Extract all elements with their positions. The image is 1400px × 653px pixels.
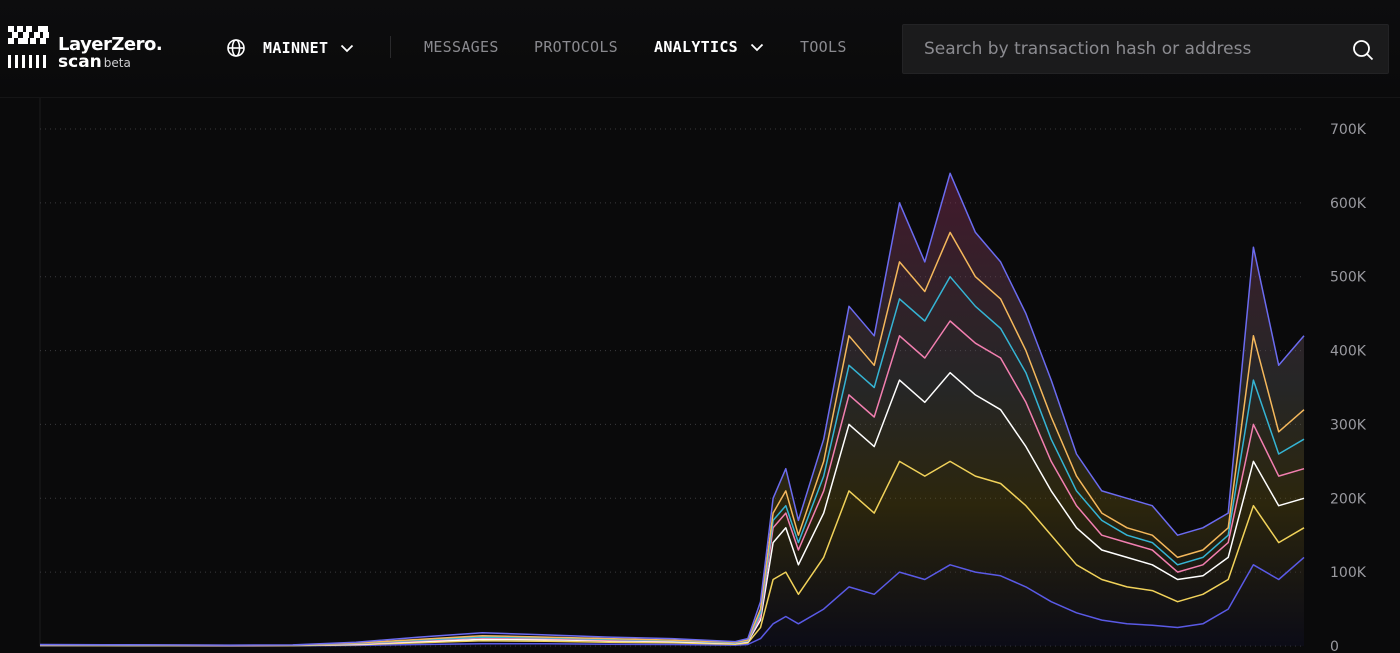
series-line-5 (40, 371, 1305, 647)
nav-analytics[interactable]: ANALYTICS (654, 38, 764, 56)
y-tick-label: 0 (1330, 639, 1339, 653)
nav-analytics-label: ANALYTICS (654, 38, 738, 56)
messages-line-chart: 0 100K 200K 300K 400K 500K 600K 700K (39, 98, 1367, 653)
y-tick-label: 200K (1330, 491, 1367, 507)
y-tick-label: 100K (1330, 565, 1367, 581)
y-tick-label: 500K (1330, 270, 1367, 286)
series-line-1 (39, 172, 1305, 646)
search-icon[interactable] (1352, 39, 1374, 61)
logo-sub-text: scan beta (58, 52, 131, 72)
logo-mark-icon (8, 26, 49, 68)
nav-protocols[interactable]: PROTOCOLS (534, 38, 618, 56)
series-area-fill (40, 173, 1304, 647)
logo-sub-label: scan (58, 52, 102, 72)
y-tick-label: 300K (1330, 417, 1367, 433)
search-input[interactable] (903, 25, 1333, 73)
nav-divider (390, 36, 391, 58)
network-label: MAINNET (263, 39, 329, 57)
search-bar (902, 24, 1389, 74)
nav-tools[interactable]: TOOLS (800, 38, 847, 56)
y-tick-label: 700K (1330, 122, 1367, 138)
series-line-7 (40, 556, 1305, 647)
y-tick-label: 400K (1330, 344, 1367, 360)
chevron-down-icon (750, 43, 764, 52)
y-tick-label: 600K (1330, 196, 1367, 212)
top-navbar: LayerZero. scan beta MAINNET MESSAGES PRO… (0, 0, 1400, 98)
network-selector[interactable]: MAINNET (226, 36, 354, 60)
series-line-6 (39, 460, 1305, 647)
globe-icon (227, 39, 245, 57)
series-line-2 (39, 231, 1305, 647)
logo-brand-text: LayerZero. (58, 34, 163, 55)
layerzero-scan-logo[interactable]: LayerZero. scan beta (8, 26, 168, 72)
beta-badge: beta (103, 56, 131, 70)
nav-messages[interactable]: MESSAGES (424, 38, 499, 56)
chevron-down-icon (341, 44, 354, 53)
